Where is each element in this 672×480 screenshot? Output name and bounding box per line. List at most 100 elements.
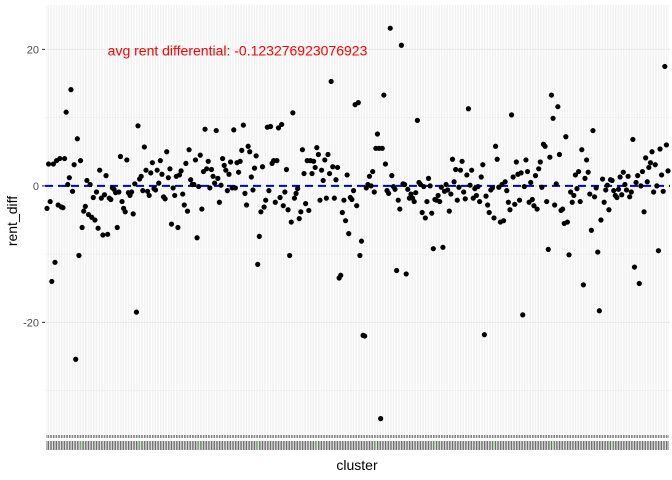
data-point xyxy=(95,225,101,231)
x-tick-label xyxy=(394,441,396,450)
x-tick-label xyxy=(110,441,112,450)
data-point xyxy=(212,180,218,186)
data-point xyxy=(395,197,401,203)
data-point xyxy=(537,159,543,165)
x-tick-label xyxy=(151,441,153,450)
x-tick-label xyxy=(444,441,445,450)
x-tick-label xyxy=(115,441,117,450)
data-point xyxy=(117,153,124,160)
data-point xyxy=(630,136,636,143)
data-point xyxy=(71,162,77,168)
x-tick-label xyxy=(228,441,230,450)
x-tick-label xyxy=(586,441,587,450)
data-point xyxy=(611,188,617,194)
x-tick-label xyxy=(76,441,78,450)
data-point xyxy=(159,171,165,177)
data-point xyxy=(275,125,282,131)
x-tick-label xyxy=(112,441,113,450)
data-point xyxy=(144,188,151,194)
data-point xyxy=(231,127,237,133)
data-point xyxy=(516,197,523,203)
data-point xyxy=(622,181,628,188)
data-point xyxy=(272,199,278,205)
data-point xyxy=(478,174,484,180)
data-point xyxy=(170,185,176,191)
x-tick-label xyxy=(479,441,481,450)
data-points xyxy=(44,25,671,422)
data-point xyxy=(135,123,141,129)
x-tick-label xyxy=(102,441,104,450)
data-point xyxy=(60,205,66,211)
x-tick-label xyxy=(201,441,203,450)
x-tick-label xyxy=(207,441,209,450)
data-point xyxy=(614,194,620,201)
x-tick-label xyxy=(167,441,169,450)
data-point xyxy=(386,190,392,196)
data-point xyxy=(609,177,615,184)
x-tick-label xyxy=(230,441,231,450)
data-point xyxy=(560,206,566,212)
x-tick-label xyxy=(399,441,401,450)
x-tick-label xyxy=(156,441,158,450)
x-tick-label xyxy=(578,441,580,450)
data-point xyxy=(408,191,414,197)
data-point xyxy=(604,182,610,188)
data-point xyxy=(590,127,596,134)
x-tick-label xyxy=(46,441,48,450)
data-point xyxy=(504,188,510,194)
x-tick-label xyxy=(632,441,634,450)
data-point xyxy=(601,199,607,205)
x-tick-label xyxy=(416,441,418,450)
x-tick-label xyxy=(143,441,145,450)
data-point xyxy=(76,252,82,259)
x-tick-label xyxy=(525,441,527,450)
data-point xyxy=(175,224,181,231)
data-point xyxy=(422,215,428,221)
x-tick-label xyxy=(469,441,471,450)
data-point xyxy=(243,202,250,208)
x-tick-label xyxy=(166,441,168,450)
x-tick-label xyxy=(254,441,255,450)
x-tick-label xyxy=(528,441,530,450)
x-tick-label xyxy=(514,441,516,450)
data-point xyxy=(547,154,553,160)
x-tick-label xyxy=(383,441,385,450)
x-tick-label xyxy=(504,441,506,450)
x-tick-label xyxy=(75,441,77,450)
data-point xyxy=(342,218,349,224)
data-point xyxy=(129,189,135,195)
x-tick-label xyxy=(581,441,583,450)
data-point xyxy=(638,183,644,189)
data-point xyxy=(548,92,555,98)
x-tick-label xyxy=(509,441,511,450)
x-tick-label xyxy=(219,441,220,450)
x-tick-label xyxy=(239,441,241,450)
x-tick-label xyxy=(260,441,262,450)
x-tick-label xyxy=(608,441,610,450)
x-tick-label xyxy=(616,441,618,450)
x-tick-label xyxy=(568,441,570,450)
data-point xyxy=(152,187,159,193)
x-tick-label xyxy=(161,441,163,450)
x-tick-label xyxy=(408,441,410,450)
x-tick-label xyxy=(455,441,457,450)
data-point xyxy=(663,142,670,148)
data-point xyxy=(446,208,452,214)
x-tick-label xyxy=(437,441,439,450)
data-point xyxy=(502,179,508,185)
data-point xyxy=(464,172,470,178)
x-tick-label xyxy=(188,441,190,450)
x-tick-label xyxy=(603,441,605,450)
x-tick-label xyxy=(340,441,342,450)
data-point xyxy=(469,167,475,173)
x-tick-label xyxy=(597,441,599,450)
x-tick-label xyxy=(60,441,62,450)
x-tick-label xyxy=(241,441,243,450)
x-tick-label xyxy=(546,441,548,450)
x-tick-label xyxy=(185,441,187,450)
data-point xyxy=(374,131,381,137)
x-tick-label xyxy=(88,441,89,450)
x-tick-label xyxy=(627,441,629,450)
x-tick-label xyxy=(266,441,268,450)
